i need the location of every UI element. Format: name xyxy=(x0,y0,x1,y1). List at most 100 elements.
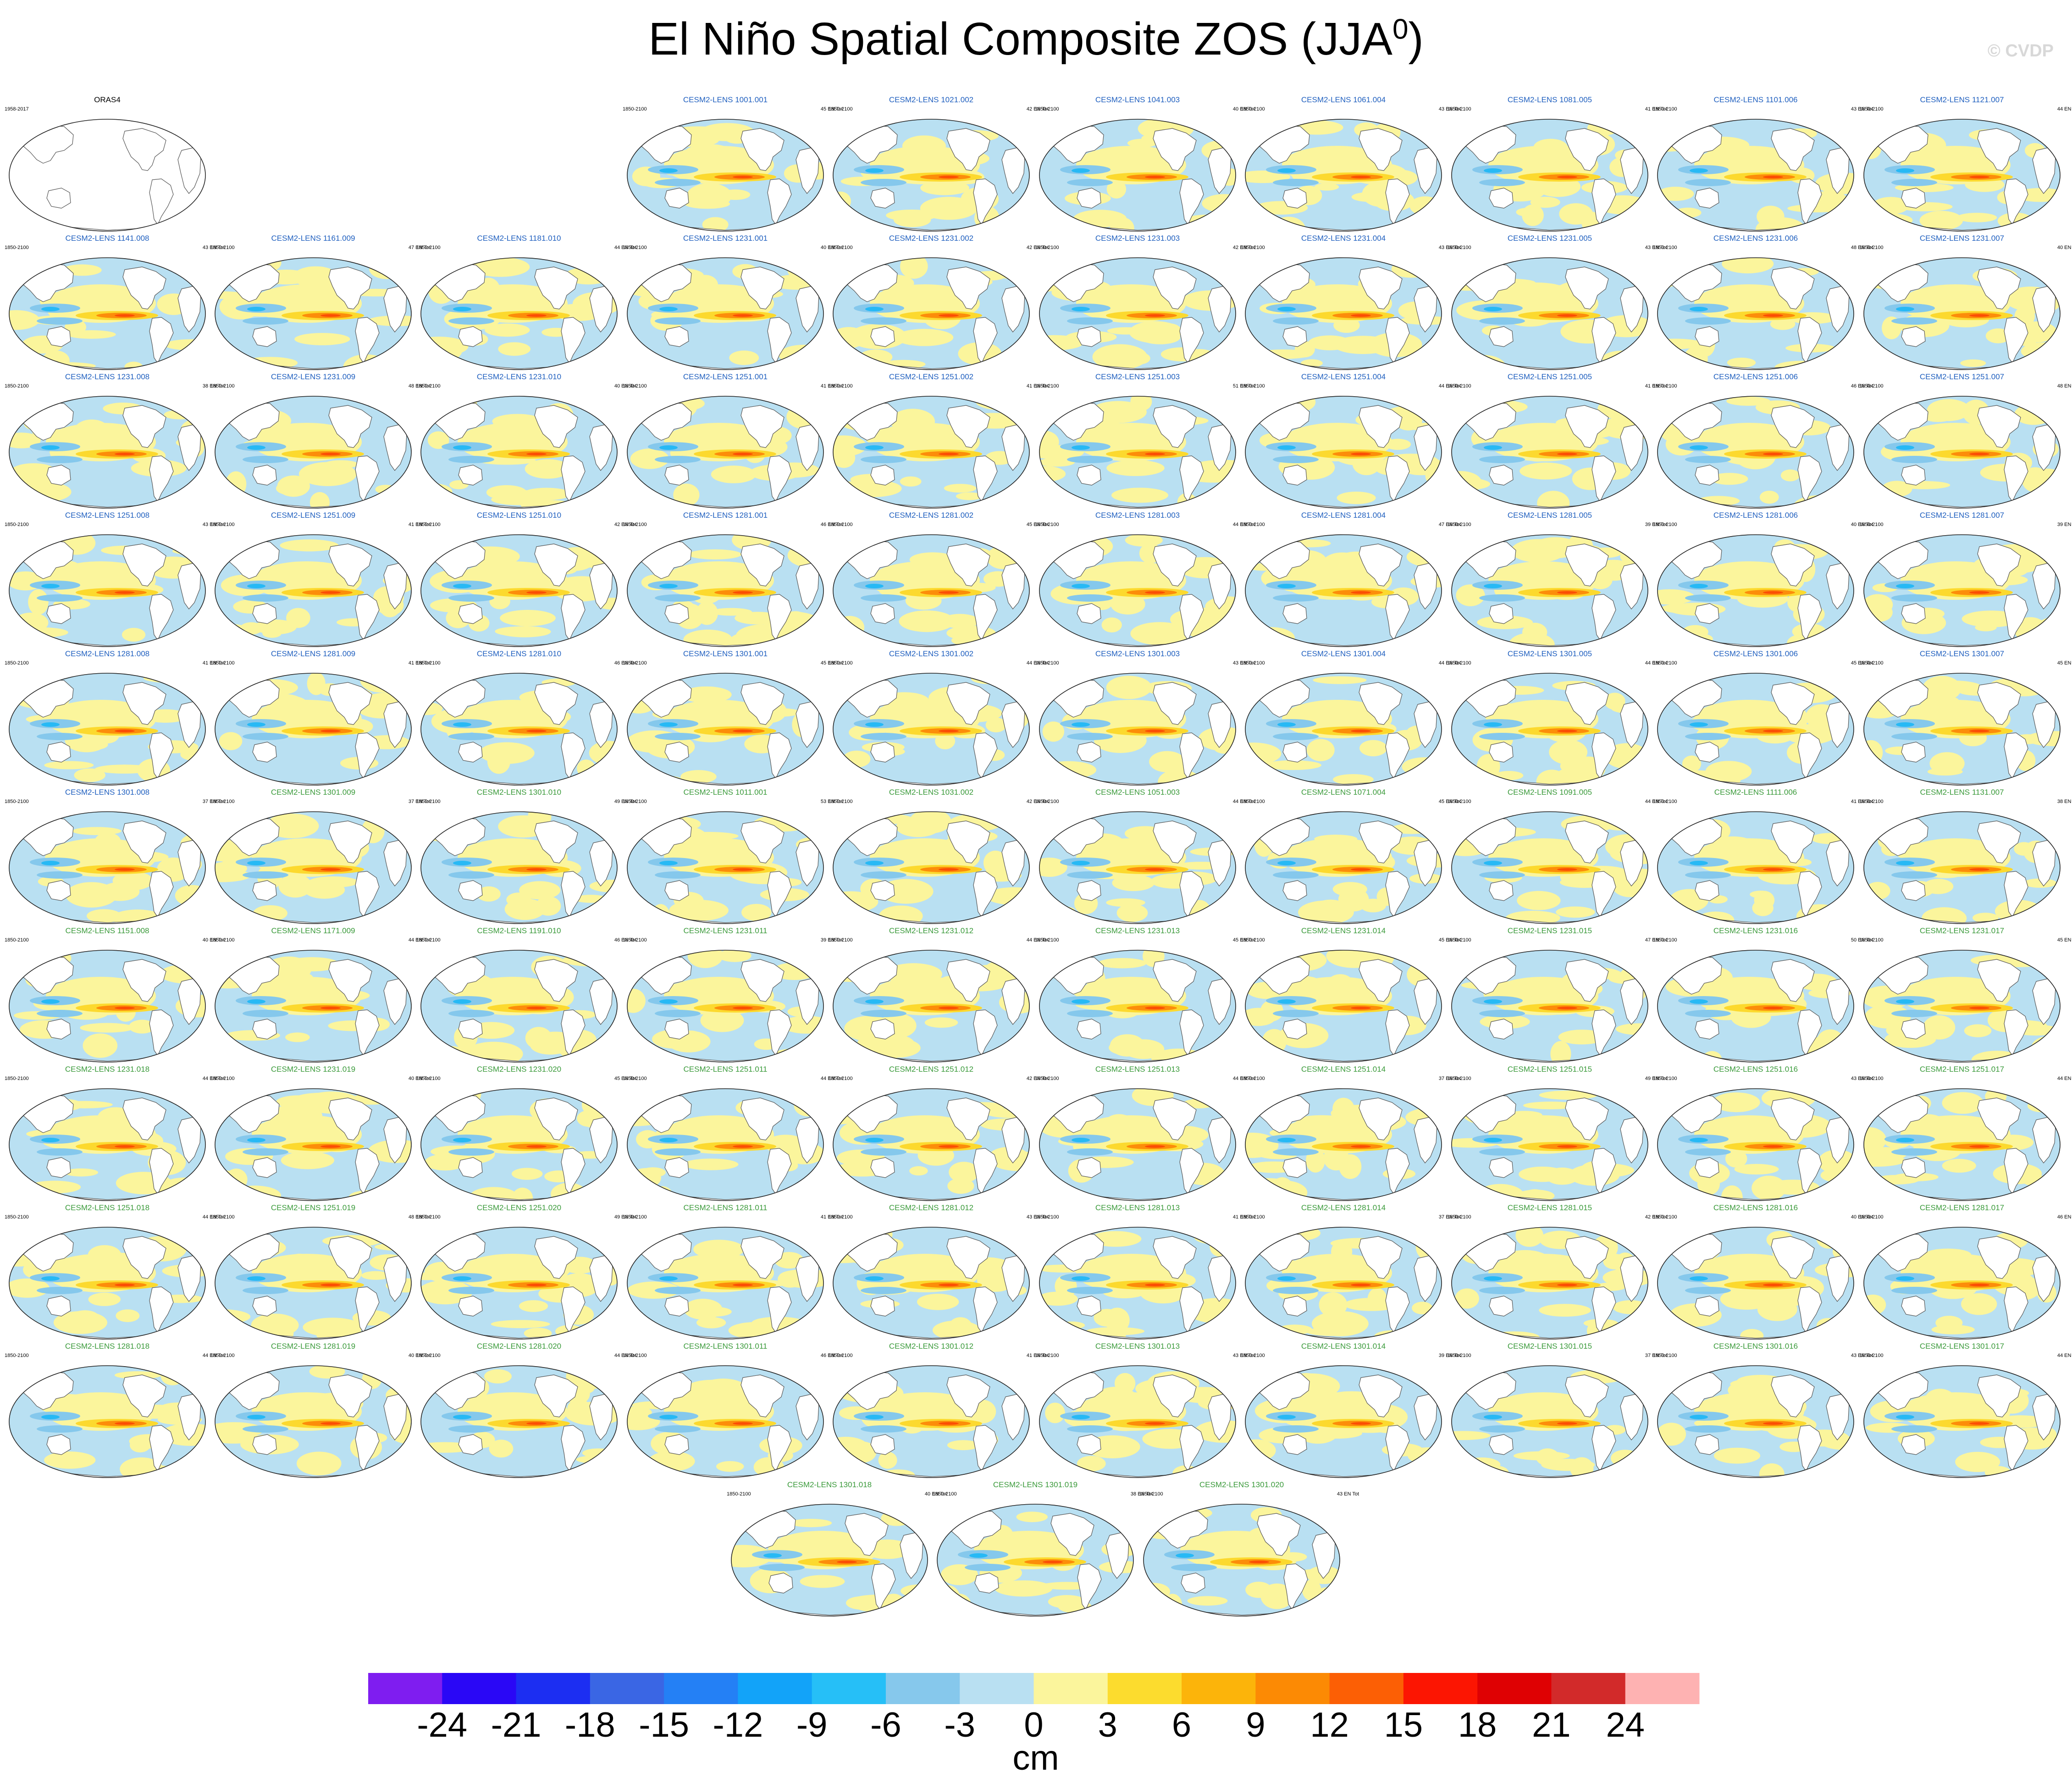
panel-count: 39 EN Tot xyxy=(820,937,843,943)
ensemble-panel: CESM2-LENS 1231.003 1850-2100 42 EN Tot xyxy=(1035,234,1255,372)
map-outline xyxy=(833,673,1030,786)
ensemble-map xyxy=(9,673,206,786)
panel-title: CESM2-LENS 1301.002 xyxy=(889,649,974,658)
map-outline xyxy=(420,673,618,786)
panel-count: 41 EN Tot xyxy=(1851,799,1873,804)
map-outline xyxy=(1657,811,1854,924)
ensemble-map xyxy=(9,534,206,647)
panel-period: 1850-2100 xyxy=(416,660,441,666)
ensemble-panel: CESM2-LENS 1251.019 1850-2100 48 EN Tot xyxy=(210,1203,431,1342)
ensemble-panel: CESM2-LENS 1111.006 1850-2100 41 EN Tot xyxy=(1653,788,1873,926)
land-namerica xyxy=(1977,959,2021,1002)
panel-count: 46 EN Tot xyxy=(820,1353,843,1358)
land-greenland xyxy=(1402,1229,1415,1240)
panel-period: 1850-2100 xyxy=(1241,245,1265,250)
ensemble-panel: CESM2-LENS 1281.003 1850-2100 44 EN Tot xyxy=(1035,511,1255,649)
land-namerica xyxy=(122,543,166,587)
map-field xyxy=(9,1227,205,1339)
ensemble-map xyxy=(1039,1227,1236,1340)
ensemble-panel: CESM2-LENS 1301.003 1850-2100 43 EN Tot xyxy=(1035,649,1255,788)
land-samerica xyxy=(2004,1425,2028,1472)
ensemble-map xyxy=(420,534,618,647)
panel-title: CESM2-LENS 1141.008 xyxy=(65,234,149,243)
panel-title: CESM2-LENS 1301.006 xyxy=(1713,649,1798,658)
map-outline xyxy=(1657,950,1854,1063)
ensemble-map xyxy=(1245,950,1442,1063)
map-field xyxy=(1658,1227,1854,1339)
land-namerica xyxy=(328,266,372,310)
panel-title: CESM2-LENS 1231.005 xyxy=(1507,234,1592,243)
map-field xyxy=(833,396,1029,508)
map-outline xyxy=(1657,1365,1854,1478)
ensemble-panel: CESM2-LENS 1251.009 1850-2100 41 EN Tot xyxy=(210,511,431,649)
map-outline xyxy=(1451,1365,1648,1478)
land-australia xyxy=(870,326,895,347)
land-namerica xyxy=(1359,1236,1403,1279)
map-outline xyxy=(1863,119,2061,232)
land-namerica xyxy=(946,1097,990,1141)
panel-period: 1850-2100 xyxy=(829,1076,853,1081)
panel-count: 40 EN Tot xyxy=(408,1353,431,1358)
panel-title: CESM2-LENS 1061.004 xyxy=(1301,95,1386,104)
ensemble-map xyxy=(1451,119,1648,232)
reference-panel-title: ORAS4 xyxy=(94,95,121,104)
ensemble-panel: CESM2-LENS 1251.015 1850-2100 49 EN Tot xyxy=(1447,1065,1667,1203)
panel-count: 44 EN Tot xyxy=(1645,660,1667,666)
map-outline xyxy=(1451,534,1648,647)
panel-title: CESM2-LENS 1281.002 xyxy=(889,511,974,520)
panel-period: 1850-2100 xyxy=(1859,799,1884,804)
ensemble-map xyxy=(1039,1088,1236,1201)
panel-count: 41 EN Tot xyxy=(408,522,431,527)
map-outline xyxy=(1451,673,1648,786)
panel-count: 43 EN Tot xyxy=(202,245,225,250)
ensemble-panel: CESM2-LENS 1301.019 1850-2100 38 EN Tot xyxy=(933,1480,1153,1619)
panel-title: CESM2-LENS 1231.010 xyxy=(476,372,562,381)
land-samerica xyxy=(1591,594,1616,641)
map-outline xyxy=(1657,1227,1854,1340)
land-samerica xyxy=(1797,1148,1822,1195)
ensemble-panel: CESM2-LENS 1231.015 1850-2100 47 EN Tot xyxy=(1447,926,1667,1065)
ensemble-map xyxy=(1245,811,1442,924)
land-samerica xyxy=(1385,317,1410,364)
panel-period: 1850-2100 xyxy=(1035,799,1059,804)
panel-count: 43 EN Tot xyxy=(1438,106,1461,112)
ensemble-panel: CESM2-LENS 1231.001 1850-2100 40 EN Tot xyxy=(623,234,843,372)
land-greenland xyxy=(1814,1367,1828,1379)
land-samerica xyxy=(149,732,174,780)
land-namerica xyxy=(1771,128,1815,171)
land-australia xyxy=(458,742,483,763)
map-outline xyxy=(1657,534,1854,647)
land-samerica xyxy=(973,178,998,226)
ensemble-panel: CESM2-LENS 1301.015 1850-2100 37 EN Tot xyxy=(1447,1342,1667,1480)
land-namerica xyxy=(534,405,578,448)
ensemble-panel: CESM2-LENS 1301.002 1850-2100 44 EN Tot xyxy=(829,649,1049,788)
land-namerica xyxy=(1565,682,1609,725)
panel-title: CESM2-LENS 1301.005 xyxy=(1507,649,1592,658)
land-australia xyxy=(1901,188,1926,209)
panel-count: 44 EN Tot xyxy=(2057,1353,2072,1358)
land-greenland xyxy=(1608,813,1622,825)
panel-period: 1850-2100 xyxy=(829,383,853,389)
ensemble-map xyxy=(1657,119,1854,232)
panel-title: CESM2-LENS 1281.004 xyxy=(1301,511,1386,520)
ensemble-panel: CESM2-LENS 1281.015 1850-2100 42 EN Tot xyxy=(1447,1203,1667,1342)
ensemble-panel: CESM2-LENS 1281.011 1850-2100 41 EN Tot xyxy=(623,1203,843,1342)
land-australia xyxy=(1282,1296,1307,1317)
land-namerica xyxy=(1153,1374,1197,1418)
panel-period: 1850-2100 xyxy=(1447,383,1471,389)
map-field xyxy=(421,1366,617,1478)
land-samerica xyxy=(767,455,792,503)
panel-period: 1850-2100 xyxy=(210,383,235,389)
map-field xyxy=(9,535,205,647)
land-australia xyxy=(46,1296,71,1317)
panel-period: 1850-2100 xyxy=(623,383,647,389)
map-outline xyxy=(1863,396,2061,509)
map-outline xyxy=(833,1227,1030,1340)
land-australia xyxy=(1282,1019,1307,1040)
land-australia xyxy=(458,880,483,901)
panel-period: 1850-2100 xyxy=(5,1076,29,1081)
ensemble-panel: CESM2-LENS 1161.009 1850-2100 47 EN Tot xyxy=(210,234,431,372)
land-australia xyxy=(974,1573,999,1594)
map-outline xyxy=(627,811,824,924)
ensemble-map xyxy=(937,1504,1134,1617)
